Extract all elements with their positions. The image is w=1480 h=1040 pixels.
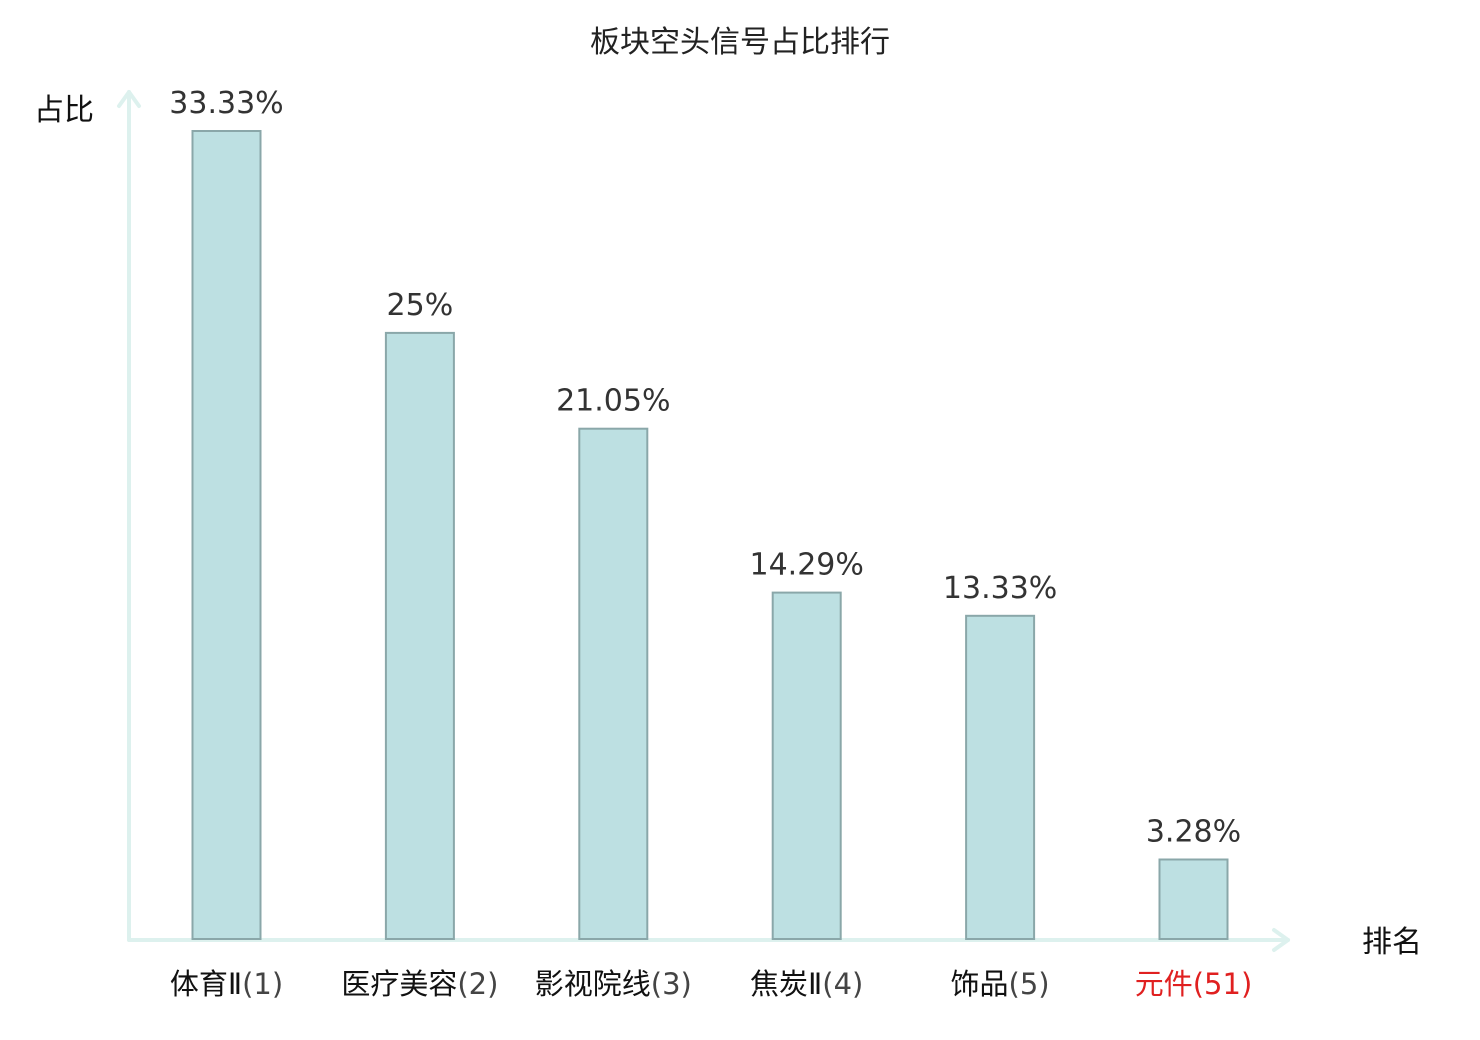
bars-group (191, 130, 1229, 940)
bar-4 (771, 591, 842, 940)
chart-title: 板块空头信号占比排行 (590, 25, 890, 60)
category-name: 体育Ⅱ (170, 967, 242, 1001)
value-label-3: 21.05% (556, 384, 670, 419)
category-label-3: 影视院线(3) (535, 967, 692, 1001)
value-label-6: 3.28% (1146, 815, 1241, 850)
category-rank: (1) (242, 967, 283, 1001)
value-labels-group: 33.33% 25% 21.05% 14.29% 13.33% 3.28% (169, 86, 1241, 850)
bar-3 (578, 427, 649, 940)
bar-6 (1158, 858, 1229, 940)
category-label-2: 医疗美容(2) (341, 967, 498, 1001)
category-name: 焦炭Ⅱ (750, 967, 822, 1001)
y-axis-arrow (117, 90, 141, 108)
value-label-1: 33.33% (169, 86, 283, 121)
category-rank: (2) (457, 967, 498, 1001)
value-label-4: 14.29% (750, 548, 864, 583)
category-label-1: 体育Ⅱ(1) (170, 967, 283, 1001)
category-rank: (5) (1009, 967, 1050, 1001)
bar-5 (965, 614, 1036, 940)
category-name: 饰品 (951, 967, 1009, 1001)
category-name: 影视院线 (535, 967, 651, 1001)
y-axis-label: 占比 (34, 93, 94, 128)
x-axis-arrow (1272, 928, 1290, 952)
value-label-2: 25% (387, 288, 454, 323)
bar-2 (384, 331, 455, 940)
category-label-5: 饰品(5) (951, 967, 1050, 1001)
category-name: 医疗美容 (341, 967, 457, 1001)
category-rank: (51) (1193, 967, 1253, 1001)
category-label-4: 焦炭Ⅱ(4) (750, 967, 863, 1001)
x-axis-label: 排名 (1362, 925, 1422, 960)
category-name: 元件 (1135, 967, 1193, 1001)
category-labels-group: 体育Ⅱ(1) 医疗美容(2) 影视院线(3) 焦炭Ⅱ(4) 饰品(5) 元件(51) (170, 967, 1252, 1001)
category-rank: (4) (822, 967, 863, 1001)
category-label-6: 元件(51) (1135, 967, 1253, 1001)
category-rank: (3) (651, 967, 692, 1001)
bar-1 (191, 130, 262, 940)
value-label-5: 13.33% (943, 571, 1057, 606)
